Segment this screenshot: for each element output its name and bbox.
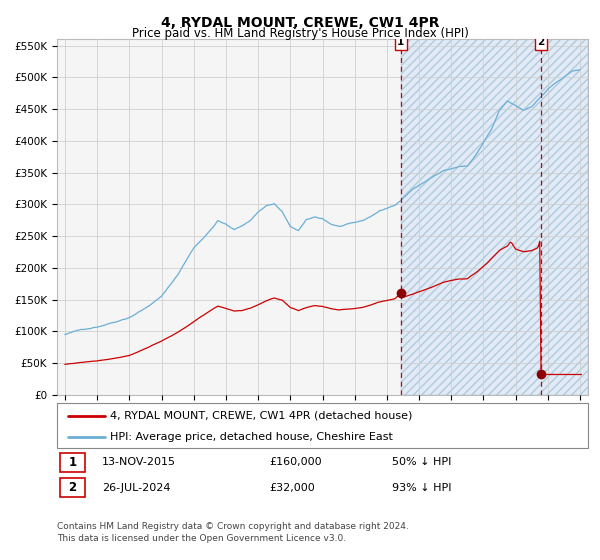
Text: 2: 2 bbox=[68, 481, 76, 494]
Text: 26-JUL-2024: 26-JUL-2024 bbox=[102, 483, 170, 493]
Text: 2: 2 bbox=[537, 38, 544, 48]
Text: £160,000: £160,000 bbox=[269, 458, 322, 468]
Text: £32,000: £32,000 bbox=[269, 483, 315, 493]
Text: 1: 1 bbox=[397, 38, 404, 48]
Text: 93% ↓ HPI: 93% ↓ HPI bbox=[392, 483, 451, 493]
Text: 50% ↓ HPI: 50% ↓ HPI bbox=[392, 458, 451, 468]
Text: 13-NOV-2015: 13-NOV-2015 bbox=[102, 458, 176, 468]
Text: 4, RYDAL MOUNT, CREWE, CW1 4PR (detached house): 4, RYDAL MOUNT, CREWE, CW1 4PR (detached… bbox=[110, 410, 412, 421]
Text: Price paid vs. HM Land Registry's House Price Index (HPI): Price paid vs. HM Land Registry's House … bbox=[131, 27, 469, 40]
Text: 1: 1 bbox=[68, 456, 76, 469]
Bar bbox=[59, 453, 85, 472]
Bar bbox=[401, 39, 588, 395]
Text: HPI: Average price, detached house, Cheshire East: HPI: Average price, detached house, Ches… bbox=[110, 432, 393, 442]
Bar bbox=[401, 39, 588, 395]
Text: 4, RYDAL MOUNT, CREWE, CW1 4PR: 4, RYDAL MOUNT, CREWE, CW1 4PR bbox=[161, 16, 439, 30]
Bar bbox=[59, 478, 85, 497]
Text: Contains HM Land Registry data © Crown copyright and database right 2024.
This d: Contains HM Land Registry data © Crown c… bbox=[57, 522, 409, 543]
